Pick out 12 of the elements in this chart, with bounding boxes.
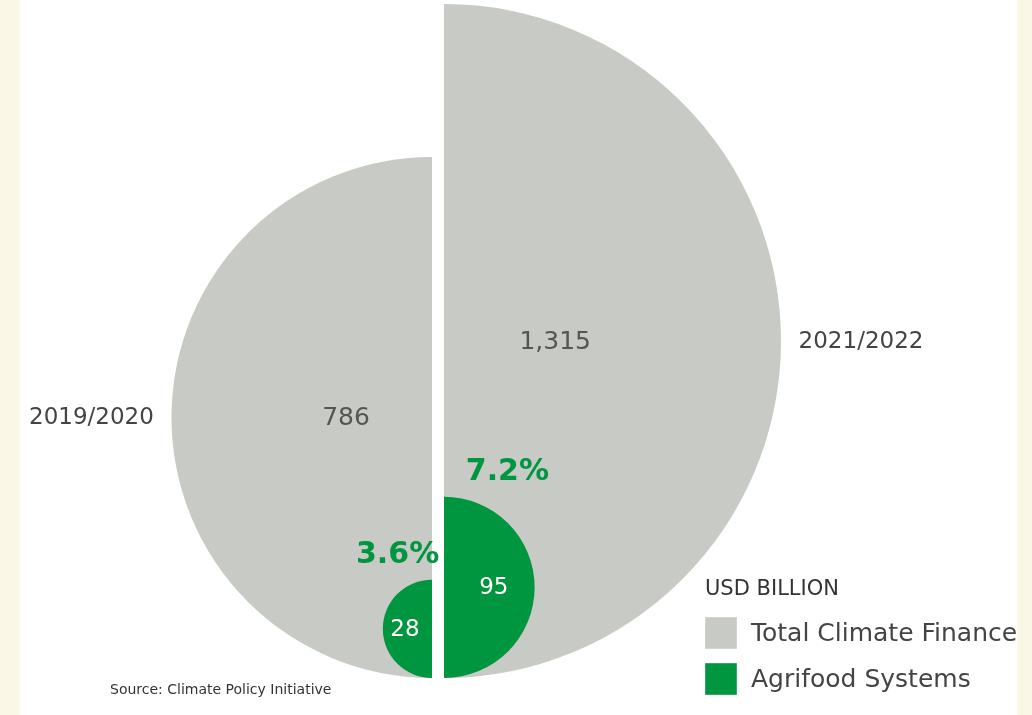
source-note: Source: Climate Policy Initiative <box>110 681 332 697</box>
legend-title: USD BILLION <box>705 576 839 600</box>
data-label: 786 <box>322 402 370 432</box>
legend-label: Agrifood Systems <box>751 664 971 693</box>
data-label: 28 <box>390 614 420 641</box>
text: 3.6% <box>355 534 440 570</box>
data-label: 1,315 <box>519 326 591 355</box>
category-label: 2021/2022 <box>798 327 924 353</box>
data-label: 95 <box>479 573 509 600</box>
text: 7.2% <box>465 451 550 487</box>
category-label: 2019/2020 <box>29 403 154 430</box>
legend-label: Total Climate Finance <box>750 618 1018 647</box>
